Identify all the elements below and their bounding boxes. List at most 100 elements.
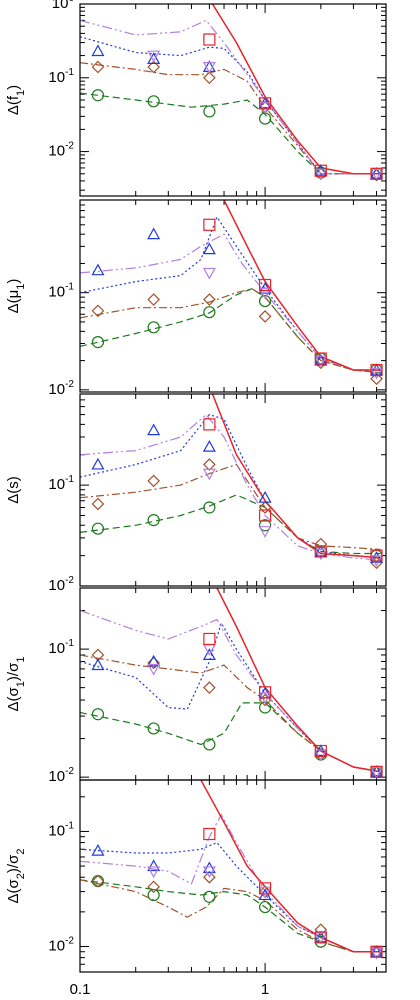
diamond-marker	[203, 870, 216, 884]
series-markers	[91, 33, 384, 182]
series-lines	[80, 394, 381, 561]
triangle-down-marker	[258, 287, 272, 300]
circle-marker	[258, 294, 272, 308]
solid-line	[211, 4, 381, 175]
diamond-marker	[314, 923, 328, 937]
circle-marker	[91, 89, 105, 102]
square-marker	[370, 167, 383, 180]
dotted-line	[80, 841, 381, 953]
triangle-down-marker	[258, 886, 272, 899]
triangle-down-marker	[314, 932, 328, 945]
triangle-up-marker	[147, 654, 161, 667]
series-lines	[80, 200, 381, 374]
circle-marker	[203, 890, 216, 903]
panel-frame	[79, 779, 387, 973]
circle-marker	[147, 321, 160, 334]
dashdot-line	[80, 62, 381, 175]
triangle-down-marker	[147, 663, 161, 676]
x-tick-label: 0.1	[70, 981, 91, 998]
square-marker	[258, 686, 272, 699]
triangle-up-marker	[91, 44, 105, 57]
diamond-marker	[258, 310, 272, 323]
panel-5: 10-1 10-2 Δ(σ2)/σ2	[5, 779, 387, 973]
triangle-down-marker	[202, 866, 216, 879]
x-tick-label: 1	[261, 981, 269, 998]
y-tick-label: 10-1	[48, 67, 74, 86]
dotted-line	[80, 413, 381, 559]
y-axis-label: Δ(μ1)	[5, 279, 27, 314]
square-marker	[258, 882, 272, 895]
triangle-down-marker	[314, 749, 328, 762]
y-tick-label: 100	[52, 0, 75, 12]
triangle-down-marker	[258, 526, 272, 538]
triangle-down-marker	[370, 367, 384, 380]
series-markers	[91, 632, 384, 779]
square-marker	[370, 765, 383, 778]
dashdotdot-line	[80, 233, 381, 371]
series-lines	[80, 780, 381, 953]
panel-1: 100 10-1 10-2 Δ(f1)	[5, 0, 387, 197]
square-marker	[203, 418, 216, 431]
panel-2: 10-1 10-2 Δ(μ1)	[5, 199, 387, 398]
panel-3: 10-1 10-2 Δ(s)	[5, 393, 387, 594]
circle-marker	[203, 306, 216, 319]
y-tick-label: 10-2	[48, 766, 74, 785]
dashed-line	[80, 92, 381, 175]
circle-marker	[147, 888, 160, 902]
y-tick-label: 10-2	[48, 141, 74, 160]
y-tick-label: 10-1	[48, 282, 74, 301]
circle-marker	[203, 105, 216, 118]
dashed-line	[80, 702, 381, 773]
square-marker	[203, 632, 216, 646]
y-axis-label: Δ(σ2)/σ2	[5, 849, 27, 904]
triangle-down-marker	[202, 468, 216, 481]
circle-marker	[147, 95, 160, 108]
square-marker	[258, 509, 272, 522]
triangle-down-marker	[314, 548, 328, 561]
triangle-down-marker	[370, 766, 384, 779]
diamond-marker	[203, 458, 216, 471]
triangle-up-marker	[202, 440, 216, 452]
triangle-up-marker	[202, 861, 216, 874]
dashdot-line	[80, 654, 381, 773]
square-marker	[370, 945, 383, 958]
solid-line	[211, 394, 381, 559]
square-marker	[203, 827, 216, 841]
triangle-down-marker	[314, 355, 328, 368]
triangle-up-marker	[258, 490, 272, 503]
circle-marker	[91, 336, 105, 349]
diamond-marker	[147, 293, 161, 306]
solid-line	[216, 588, 381, 773]
triangle-up-marker	[147, 423, 161, 436]
y-tick-label: 10-1	[48, 638, 74, 657]
triangle-up-marker	[91, 843, 105, 856]
circle-marker	[258, 519, 272, 532]
triangle-down-marker	[370, 168, 384, 181]
dotted-line	[80, 621, 381, 773]
diamond-marker	[147, 474, 161, 488]
diamond-marker	[258, 501, 272, 514]
y-axis-label: Δ(f1)	[5, 85, 27, 115]
diamond-marker	[203, 293, 216, 306]
triangle-up-marker	[258, 888, 272, 901]
dashed-line	[80, 288, 381, 374]
series-markers	[91, 827, 384, 960]
panel-frame	[79, 393, 387, 587]
dashdot-line	[80, 288, 381, 374]
dotted-line	[80, 36, 381, 175]
circle-marker	[91, 522, 105, 535]
triangle-up-marker	[370, 363, 384, 376]
y-tick-label: 10-1	[48, 474, 74, 493]
triangle-down-marker	[147, 50, 161, 63]
dashdotdot-line	[80, 609, 381, 773]
diamond-marker	[91, 497, 105, 511]
triangle-up-marker	[314, 544, 328, 557]
panel-frame	[79, 587, 387, 781]
diamond-marker	[203, 681, 216, 694]
panel-4: 10-1 10-2 Δ(σ1)/σ1	[5, 587, 387, 785]
diamond-marker	[203, 71, 216, 85]
circle-marker	[258, 900, 272, 914]
triangle-up-marker	[91, 658, 105, 671]
triangle-down-marker	[370, 947, 384, 960]
circle-marker	[147, 722, 160, 735]
